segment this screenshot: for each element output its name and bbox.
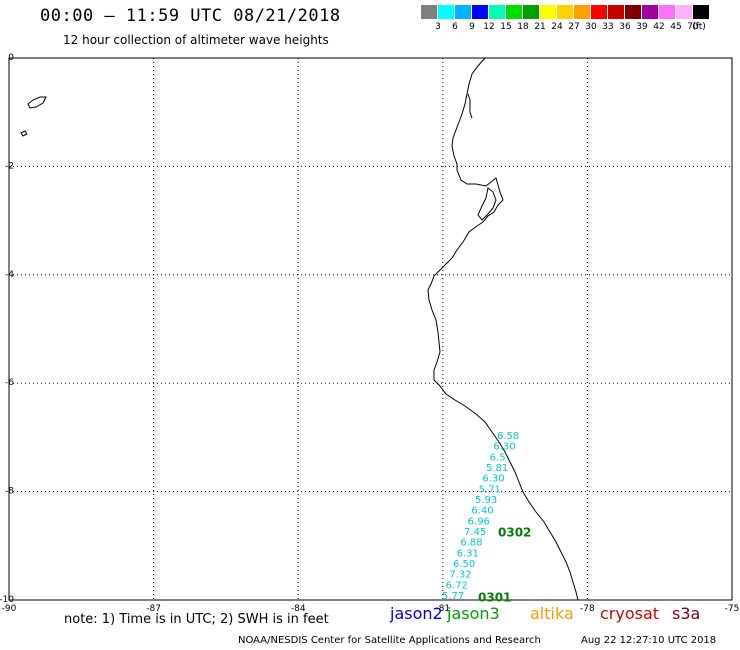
satellite-s3a-label: s3a	[672, 604, 701, 623]
island-outline	[27, 96, 47, 109]
color-scale-label: 42	[653, 22, 665, 32]
color-swatch-9	[574, 5, 591, 19]
wave-height-label: 6.72	[446, 580, 468, 591]
color-swatch-0	[421, 5, 438, 19]
wave-height-label: 6.30	[493, 442, 515, 453]
color-swatch-3	[472, 5, 489, 19]
color-swatch-1	[438, 5, 455, 19]
color-scale-label: 33	[602, 22, 614, 32]
color-scale-label: (ft)	[692, 22, 706, 32]
wave-height-label: 6.58	[497, 431, 519, 442]
color-scale-label: 36	[619, 22, 631, 32]
latitude-tick-label: -8	[5, 487, 14, 497]
color-scale-label: 39	[636, 22, 648, 32]
color-swatch-8	[557, 5, 574, 19]
color-scale-label: 15	[500, 22, 512, 32]
color-swatch-11	[608, 5, 625, 19]
longitude-tick-label: -90	[2, 604, 17, 614]
wave-height-label: 5.71	[479, 484, 501, 495]
latitude-tick-label: -10	[0, 595, 14, 605]
wave-height-label: 6.30	[482, 474, 504, 485]
page-title: 00:00 – 11:59 UTC 08/21/2018	[40, 6, 341, 26]
color-scale-label: 24	[551, 22, 563, 32]
satellite-jason3-label: jason3	[447, 604, 500, 623]
color-swatch-13	[642, 5, 659, 19]
wave-height-label: 6.50	[453, 559, 475, 570]
color-swatch-14	[659, 5, 676, 19]
latitude-tick-label: -2	[5, 161, 14, 171]
satellite-jason2-label: jason2	[390, 604, 443, 623]
color-scale-label: 21	[534, 22, 546, 32]
wave-height-label: 6.31	[457, 548, 479, 559]
latitude-tick-label: -6	[5, 378, 14, 388]
wave-height-label: 6.5	[490, 452, 506, 463]
color-scale-bar	[421, 5, 710, 19]
color-scale-label: 6	[452, 22, 458, 32]
latitude-tick-label: 0	[8, 53, 14, 63]
wave-height-label: 7.32	[449, 570, 471, 581]
color-scale-label: 3	[435, 22, 441, 32]
longitude-tick-label: -84	[291, 604, 306, 614]
color-swatch-10	[591, 5, 608, 19]
color-scale-label: 30	[585, 22, 597, 32]
color-swatch-2	[455, 5, 472, 19]
longitude-tick-label: -75	[725, 604, 740, 614]
color-swatch-4	[489, 5, 506, 19]
satellite-altika-label: altika	[530, 604, 574, 623]
color-swatch-7	[540, 5, 557, 19]
color-swatch-5	[506, 5, 523, 19]
longitude-tick-label: -81	[435, 604, 450, 614]
color-swatch-6	[523, 5, 540, 19]
color-scale-label: 45	[670, 22, 682, 32]
color-scale-label: 18	[517, 22, 529, 32]
wave-height-label: 6.40	[471, 506, 493, 517]
wave-height-label: 6.88	[460, 538, 482, 549]
color-scale-label: 27	[568, 22, 580, 32]
generated-timestamp: Aug 22 12:27:10 UTC 2018	[581, 635, 717, 646]
map-frame	[8, 57, 733, 601]
page-subtitle: 12 hour collection of altimeter wave hei…	[63, 33, 329, 47]
pass-number-label: 0301	[478, 590, 511, 604]
color-scale-label: 9	[469, 22, 475, 32]
satellite-cryosat-label: cryosat	[600, 604, 660, 623]
color-scale-label: 70	[687, 22, 699, 32]
latitude-tick-label: -4	[5, 270, 14, 280]
color-swatch-12	[625, 5, 642, 19]
longitude-tick-label: -78	[580, 604, 595, 614]
longitude-tick-label: -87	[146, 604, 161, 614]
color-swatch-15	[676, 5, 693, 19]
pass-number-label: 0302	[498, 525, 531, 539]
coastline-inlet	[467, 93, 473, 119]
color-scale-label: 12	[483, 22, 495, 32]
credit-line: NOAA/NESDIS Center for Satellite Applica…	[238, 635, 541, 646]
color-swatch-16	[693, 5, 710, 19]
wave-height-label: 5.81	[486, 463, 508, 474]
wave-height-label: 5.93	[475, 495, 497, 506]
coastline	[427, 57, 579, 601]
gulf-coastline	[477, 187, 497, 221]
footer-note: note: 1) Time is in UTC; 2) SWH is in fe…	[64, 612, 329, 627]
island-outline	[20, 130, 28, 137]
wave-height-label: 6.96	[468, 516, 490, 527]
wave-height-label: 5.77	[442, 591, 464, 602]
wave-height-label: 7.45	[464, 527, 486, 538]
